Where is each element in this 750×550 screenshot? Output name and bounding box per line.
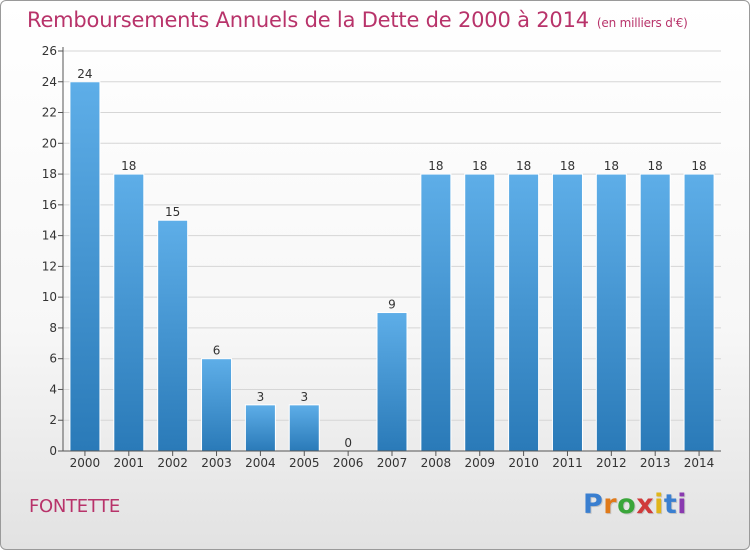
bar-2010 xyxy=(508,173,540,452)
bars: 24 18 15 6 3 3 0 9 18 18 18 18 18 18 18 xyxy=(69,67,715,452)
bar-2000 xyxy=(69,81,101,452)
logo-letter: o xyxy=(617,489,637,520)
value-label-2002: 15 xyxy=(165,205,180,219)
y-tick-label: 18 xyxy=(42,167,57,181)
value-label-2001: 18 xyxy=(121,159,136,173)
logo-letter: i xyxy=(654,489,664,520)
bar-2001 xyxy=(113,173,145,452)
value-label-2012: 18 xyxy=(604,159,619,173)
chart-title-text: Remboursements Annuels de la Dette de 20… xyxy=(27,8,589,32)
y-tick-label: 26 xyxy=(42,44,57,58)
x-tick-label-2014: 2014 xyxy=(684,456,715,470)
y-tick-label: 10 xyxy=(42,290,57,304)
x-tick-label-2003: 2003 xyxy=(201,456,232,470)
bar-2014 xyxy=(683,173,715,452)
bar-2008 xyxy=(420,173,452,452)
x-tick-label-2007: 2007 xyxy=(377,456,408,470)
x-tick-label-2002: 2002 xyxy=(157,456,188,470)
y-tick-label: 12 xyxy=(42,259,57,273)
proxiti-logo[interactable]: Proxiti xyxy=(583,489,687,520)
logo-letter: x xyxy=(636,489,655,520)
chart-title: Remboursements Annuels de la Dette de 20… xyxy=(27,8,688,32)
bar-2011 xyxy=(551,173,583,452)
commune-name: FONTETTE xyxy=(29,496,121,517)
bar-2002 xyxy=(157,219,189,452)
value-label-2009: 18 xyxy=(472,159,487,173)
x-tick-label-2012: 2012 xyxy=(596,456,627,470)
bar-2004 xyxy=(244,404,276,452)
y-tick-label: 4 xyxy=(49,382,57,396)
logo-letter: i xyxy=(677,489,688,520)
bar-2013 xyxy=(639,173,671,452)
x-tick-label-2000: 2000 xyxy=(70,456,101,470)
y-tick-label: 2 xyxy=(49,413,57,427)
x-tick-label-2006: 2006 xyxy=(333,456,364,470)
value-label-2013: 18 xyxy=(648,159,663,173)
y-tick-label: 6 xyxy=(49,352,57,366)
x-tick-label-2001: 2001 xyxy=(114,456,145,470)
value-label-2008: 18 xyxy=(428,159,443,173)
value-label-2006: 0 xyxy=(344,436,352,450)
value-label-2010: 18 xyxy=(516,159,531,173)
value-label-2007: 9 xyxy=(388,298,396,312)
y-tick-label: 8 xyxy=(49,321,57,335)
logo-letter: t xyxy=(663,489,678,520)
logo-letter: r xyxy=(603,489,618,520)
bar-2007 xyxy=(376,312,408,452)
value-label-2004: 3 xyxy=(257,390,265,404)
logo-letter: P xyxy=(583,489,604,520)
bar-2005 xyxy=(288,404,320,452)
x-tick-label-2004: 2004 xyxy=(245,456,276,470)
x-tick-label-2013: 2013 xyxy=(640,456,671,470)
chart-unit: (en milliers d'€) xyxy=(596,16,688,30)
bar-2009 xyxy=(464,173,496,452)
value-label-2011: 18 xyxy=(560,159,575,173)
y-tick-label: 14 xyxy=(42,229,57,243)
x-tick-label-2010: 2010 xyxy=(508,456,539,470)
y-tick-label: 0 xyxy=(49,444,57,458)
y-tick-label: 22 xyxy=(42,106,57,120)
value-label-2014: 18 xyxy=(691,159,706,173)
bar-2003 xyxy=(201,358,233,452)
x-tick-label-2008: 2008 xyxy=(421,456,452,470)
x-tick-label-2005: 2005 xyxy=(289,456,320,470)
bar-2012 xyxy=(595,173,627,452)
y-tick-label: 16 xyxy=(42,198,57,212)
x-tick-label-2009: 2009 xyxy=(464,456,495,470)
value-label-2005: 3 xyxy=(300,390,308,404)
x-tick-label-2011: 2011 xyxy=(552,456,583,470)
y-tick-label: 24 xyxy=(42,75,57,89)
value-label-2003: 6 xyxy=(213,344,221,358)
value-label-2000: 24 xyxy=(77,67,92,81)
y-tick-label: 20 xyxy=(42,136,57,150)
